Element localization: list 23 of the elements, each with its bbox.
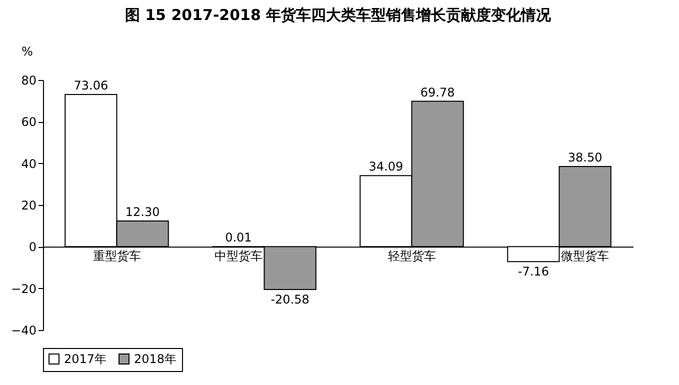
data-label: 34.09 [368, 160, 404, 174]
data-label: 73.06 [74, 78, 108, 92]
y-tick-label: 60 [21, 115, 36, 130]
legend-label: 2017年 [64, 352, 107, 366]
y-tick-label: 20 [21, 198, 36, 212]
data-label: 38.50 [568, 150, 602, 164]
y-tick-label: 80 [21, 74, 36, 88]
x-tick-label: 重型货车 [92, 249, 141, 264]
y-tick-label: 0 [28, 240, 36, 254]
data-label: 0.01 [225, 230, 252, 245]
y-axis-title: % [22, 44, 33, 58]
chart-title: 图 15 2017-2018 年货车四大类车型销售增长贡献度变化情况 [124, 6, 552, 24]
legend-label: 2018年 [134, 352, 177, 366]
data-label: 12.30 [125, 205, 160, 220]
data-label: 69.78 [420, 85, 455, 100]
data-label: -7.16 [518, 264, 549, 279]
x-tick-label: 微型货车 [561, 249, 610, 264]
y-tick-label: −40 [11, 324, 36, 338]
x-tick-label: 中型货车 [214, 249, 262, 264]
data-label: -20.58 [270, 292, 310, 307]
y-tick-label: 40 [21, 156, 36, 171]
y-tick-label: −20 [11, 282, 36, 296]
x-tick-label: 轻型货车 [388, 249, 436, 264]
